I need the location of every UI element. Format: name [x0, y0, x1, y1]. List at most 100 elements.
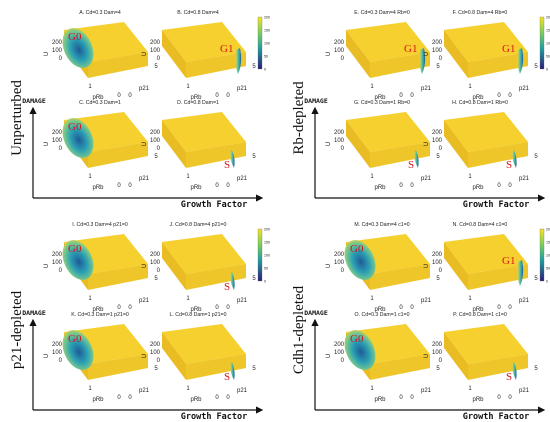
prb-tick-label: 1 — [370, 174, 374, 180]
p21-tick-label: 0 — [410, 93, 414, 99]
colorbar-tick-label: 50 — [264, 266, 268, 270]
z-tick-label: 0 — [157, 56, 161, 62]
colorbar-tick-label: 100 — [546, 253, 550, 257]
colorbar-tick-label: 100 — [264, 253, 270, 257]
p21-axis-label: p21 — [237, 388, 248, 394]
prb-tick-label: 0 — [497, 183, 501, 189]
colorbar-tick-label: 50 — [264, 54, 268, 58]
surface-front-face — [370, 52, 430, 78]
g0-basin — [62, 118, 94, 158]
z-tick-label: 0 — [59, 56, 63, 62]
prb-tick-label: 0 — [399, 93, 403, 99]
p21-tick-label: 5 — [252, 154, 256, 160]
s-valley — [512, 362, 517, 380]
panel-title: O. Cd=0.3 Dam=1 c1=0 — [355, 312, 410, 318]
surface-front-face — [468, 264, 528, 290]
panel-title: B. Cd=0.8 Dam=4 — [177, 10, 219, 16]
prb-tick-label: 0 — [399, 395, 403, 401]
prb-axis-label: pRb — [190, 95, 202, 101]
colorbar-tick-label: 150 — [264, 28, 270, 32]
surface-top — [162, 234, 246, 274]
prb-tick-label: 0 — [117, 183, 121, 189]
g1-valley — [517, 48, 524, 74]
z-tick-label: 100 — [334, 138, 345, 144]
z-tick-label: 200 — [150, 130, 161, 136]
p21-axis-label: p21 — [519, 388, 530, 394]
colorbar-tick-label: 50 — [546, 54, 550, 58]
prb-tick-label: 0 — [497, 93, 501, 99]
p21-tick-label: 0 — [226, 305, 230, 311]
surface-front-face — [468, 52, 528, 78]
p21-tick-label: 5 — [534, 276, 538, 282]
prb-axis-label: pRb — [374, 95, 386, 101]
p21-tick-label: 5 — [252, 366, 256, 372]
s-valley — [230, 362, 235, 380]
colorbar-tick-label: 100 — [546, 41, 550, 45]
panel-title: D. Cd=0.8 Dam=1 — [177, 100, 219, 106]
prb-tick-label: 1 — [186, 84, 190, 90]
colorbar-tick-label: 200 — [264, 15, 270, 19]
colorbar-tick-label: 0 — [264, 67, 266, 71]
p21-tick-label: 0 — [410, 305, 414, 311]
colorbar-tick-label: 0 — [546, 279, 548, 283]
surface-left-face — [444, 120, 468, 168]
cell-state-label: S — [506, 371, 512, 383]
p21-tick-label: 0 — [410, 183, 414, 189]
surface-left-face — [444, 332, 468, 380]
colorbar-tick-label: 150 — [264, 240, 270, 244]
z-tick-label: 100 — [334, 48, 345, 54]
prb-axis-label: pRb — [92, 95, 104, 101]
z-tick-label: 200 — [432, 342, 443, 348]
p21-axis-label: p21 — [139, 176, 150, 182]
z-tick-label: 100 — [150, 138, 161, 144]
surface-top — [444, 324, 528, 364]
surface-left-face — [346, 120, 370, 168]
z-tick-label: 200 — [432, 252, 443, 258]
p21-tick-label: 5 — [534, 366, 538, 372]
p21-tick-label: 0 — [508, 183, 512, 189]
z-tick-label: 0 — [439, 358, 443, 364]
p21-tick-label: 5 — [252, 64, 256, 70]
p21-tick-label: 5 — [436, 154, 440, 160]
z-tick-label: 0 — [59, 146, 63, 152]
prb-axis-label: pRb — [472, 185, 484, 191]
growth-axis-label: Growth Factor — [181, 200, 248, 210]
u-axis-label: U — [142, 264, 148, 268]
g0-basin — [62, 330, 94, 370]
colorbar — [539, 16, 545, 70]
surface-left-face — [444, 30, 468, 78]
prb-axis-label: pRb — [92, 397, 104, 403]
surface-front-face — [88, 264, 148, 290]
s-valley — [414, 150, 419, 168]
surface-left-face — [444, 242, 468, 290]
group-side-label: Rb-depleted — [291, 81, 307, 155]
z-tick-label: 100 — [432, 260, 443, 266]
p21-axis-label: p21 — [421, 298, 432, 304]
colorbar — [539, 228, 545, 282]
cell-state-label: G0 — [68, 31, 82, 43]
p21-axis-label: p21 — [237, 298, 248, 304]
p21-axis-label: p21 — [421, 388, 432, 394]
panel-title: P. Cd=0.8 Dam=1 c1=0 — [453, 312, 507, 318]
p21-axis-label: p21 — [139, 388, 150, 394]
prb-tick-label: 0 — [215, 93, 219, 99]
g0-basin — [344, 330, 376, 370]
surface-front-face — [468, 354, 528, 380]
cell-state-label: G0 — [350, 333, 364, 345]
prb-tick-label: 1 — [468, 174, 472, 180]
u-axis-label: U — [44, 52, 50, 56]
z-tick-label: 0 — [439, 146, 443, 152]
surface-front-face — [186, 354, 246, 380]
z-tick-label: 0 — [341, 268, 345, 274]
